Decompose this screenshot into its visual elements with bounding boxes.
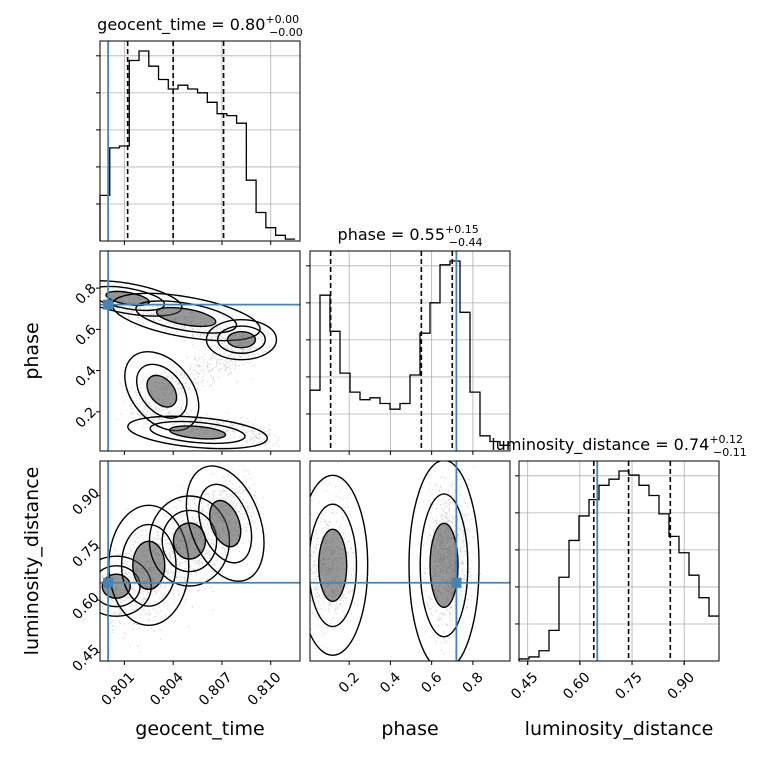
title-minus: −0.00 xyxy=(269,26,303,39)
contour-line xyxy=(185,465,265,582)
title-minus: −0.44 xyxy=(449,236,483,249)
x-axis-label-geocent_time: geocent_time xyxy=(135,718,264,740)
contour-line xyxy=(310,474,369,657)
density-core xyxy=(209,500,241,547)
contour-line xyxy=(226,330,257,349)
density-core xyxy=(132,541,165,590)
scatter-points xyxy=(101,281,280,451)
y-tick-label: 0.8 xyxy=(73,281,100,308)
panel-geocent_time-phase xyxy=(99,250,301,452)
title-plus: +0.12 xyxy=(709,433,743,446)
histogram-series-phase xyxy=(309,260,510,451)
panel-frame xyxy=(99,250,301,452)
panel-title-geocent_time: geocent_time = 0.80+0.00 −0.00 xyxy=(97,13,303,39)
contour-line xyxy=(149,420,246,445)
histogram-series-luminosity_distance xyxy=(518,470,719,661)
title-main: luminosity_distance = 0.74 xyxy=(491,435,709,455)
panel-frame xyxy=(99,460,301,662)
x-tick-label: 0.75 xyxy=(612,669,645,702)
panel-title-phase: phase = 0.55+0.15 −0.44 xyxy=(338,223,483,249)
y-axis-label-luminosity_distance: luminosity_distance xyxy=(21,467,43,656)
hist-panel-geocent_time: geocent_time = 0.80+0.00 −0.00 xyxy=(96,13,303,245)
density-core xyxy=(430,523,459,608)
density-core xyxy=(147,375,177,408)
title-plus: +0.00 xyxy=(265,13,299,26)
hist-panel-luminosity_distance: luminosity_distance = 0.74+0.12 −0.11 xyxy=(491,433,747,665)
title-main: geocent_time = 0.80 xyxy=(97,15,265,35)
contour-line xyxy=(101,573,131,599)
x-tick-label: 0.807 xyxy=(196,669,236,709)
panel-phase-luminosity_distance xyxy=(309,460,511,662)
y-tick-label: 0.45 xyxy=(70,642,103,675)
panel-frame xyxy=(518,460,720,662)
panel-title-luminosity_distance: luminosity_distance = 0.74+0.12 −0.11 xyxy=(491,433,747,459)
density-core xyxy=(169,425,226,439)
panel-frame xyxy=(99,40,301,242)
contour-line xyxy=(155,306,217,328)
panel-content xyxy=(310,461,510,661)
panel-frame xyxy=(309,250,511,452)
panel-frame xyxy=(309,460,511,662)
contour-line xyxy=(408,461,480,661)
x-tick-label: 0.8 xyxy=(460,669,487,696)
contour-line xyxy=(198,483,253,564)
x-tick-label: 0.804 xyxy=(147,669,187,709)
x-axis-label-luminosity_distance: luminosity_distance xyxy=(525,718,714,740)
y-tick-label: 0.60 xyxy=(70,590,103,623)
density-core xyxy=(105,291,150,306)
x-tick-label: 0.2 xyxy=(336,669,363,696)
contour-line xyxy=(172,522,207,560)
x-tick-label: 0.810 xyxy=(245,669,285,709)
contour-line xyxy=(310,503,358,628)
panel-content xyxy=(100,251,300,451)
y-tick-label: 0.90 xyxy=(70,485,103,518)
contour-line xyxy=(419,493,469,638)
contour-line xyxy=(205,318,278,361)
density-core xyxy=(156,307,216,327)
contour-line xyxy=(146,374,178,408)
y-tick-label: 0.2 xyxy=(73,404,100,431)
panel-geocent_time-luminosity_distance xyxy=(99,460,301,662)
x-tick-label: 0.6 xyxy=(418,669,445,696)
x-tick-label: 0.801 xyxy=(98,669,138,709)
contour-line xyxy=(216,325,266,354)
histogram-series-geocent_time xyxy=(99,50,296,241)
x-tick-label: 0.45 xyxy=(508,669,541,702)
contour-line xyxy=(127,415,269,450)
contour-line xyxy=(161,509,218,573)
y-axis-label-phase: phase xyxy=(21,322,43,379)
x-tick-label: 0.4 xyxy=(377,669,404,696)
density-core xyxy=(227,331,256,348)
title-minus: −0.11 xyxy=(713,446,747,459)
scatter-points xyxy=(100,463,267,653)
title-plus: +0.15 xyxy=(445,223,479,236)
contour-line xyxy=(317,528,348,603)
panel-content xyxy=(100,461,300,661)
x-axis-label-phase: phase xyxy=(381,718,438,740)
contour-line xyxy=(168,425,227,440)
contour-line xyxy=(120,523,177,607)
contour-line xyxy=(208,499,242,548)
y-tick-label: 0.75 xyxy=(70,537,103,570)
y-tick-label: 0.4 xyxy=(73,363,100,390)
density-core xyxy=(173,523,206,559)
truth-marker xyxy=(103,299,114,310)
x-tick-label: 0.90 xyxy=(665,669,698,702)
contour-line xyxy=(135,363,188,419)
hist-panel-phase: phase = 0.55+0.15 −0.44 xyxy=(306,223,511,455)
y-tick-label: 0.6 xyxy=(73,322,100,349)
truth-marker xyxy=(103,577,114,588)
title-main: phase = 0.55 xyxy=(338,225,445,244)
contour-line xyxy=(429,522,459,609)
truth-marker xyxy=(451,577,462,588)
x-tick-label: 0.60 xyxy=(560,669,593,702)
